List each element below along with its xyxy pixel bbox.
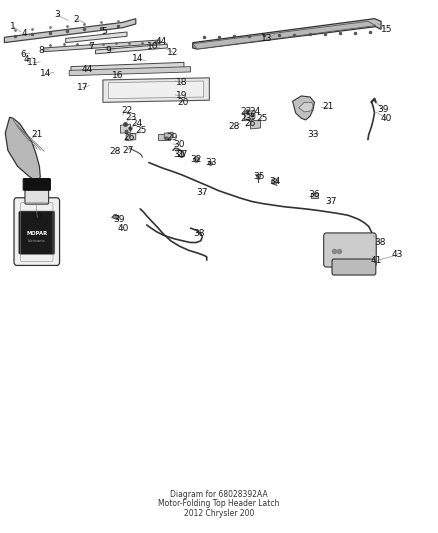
FancyBboxPatch shape [14, 198, 60, 265]
FancyBboxPatch shape [23, 179, 50, 190]
Polygon shape [69, 67, 191, 76]
Text: 15: 15 [381, 25, 392, 34]
Text: 18: 18 [176, 78, 187, 87]
Text: 44: 44 [81, 65, 92, 74]
Text: 10: 10 [147, 43, 158, 51]
Polygon shape [158, 134, 170, 140]
Text: 37: 37 [325, 197, 336, 206]
Text: 27: 27 [122, 146, 134, 155]
Text: 26: 26 [245, 119, 256, 128]
Text: 32: 32 [191, 156, 202, 164]
Text: 37: 37 [197, 189, 208, 197]
FancyBboxPatch shape [25, 186, 49, 204]
Text: 31: 31 [173, 150, 184, 159]
Text: 3: 3 [54, 11, 60, 19]
Polygon shape [44, 40, 160, 52]
Polygon shape [4, 19, 136, 43]
FancyBboxPatch shape [324, 233, 376, 267]
Polygon shape [120, 124, 131, 133]
Text: 42: 42 [32, 213, 43, 222]
Text: 28: 28 [229, 123, 240, 131]
Text: 33: 33 [307, 130, 319, 139]
Text: 14: 14 [40, 69, 52, 78]
Text: 44: 44 [155, 37, 167, 46]
Polygon shape [5, 117, 40, 182]
Polygon shape [112, 214, 119, 220]
Text: lubricants: lubricants [28, 239, 46, 243]
Text: 35: 35 [254, 173, 265, 181]
Text: 20: 20 [177, 98, 189, 107]
Text: 27: 27 [176, 150, 187, 159]
Text: 24: 24 [131, 119, 142, 128]
Text: Motor-Folding Top Header Latch: Motor-Folding Top Header Latch [158, 499, 280, 508]
Text: 29: 29 [166, 133, 177, 142]
Text: 41: 41 [370, 256, 381, 264]
Text: 36: 36 [309, 190, 320, 199]
Polygon shape [103, 78, 209, 102]
Text: 33: 33 [205, 158, 217, 167]
Text: 4: 4 [24, 55, 29, 64]
Text: 21: 21 [322, 102, 333, 111]
Text: 24: 24 [249, 108, 261, 116]
Polygon shape [299, 102, 313, 112]
Text: 22: 22 [121, 107, 133, 115]
Text: 34: 34 [269, 177, 281, 185]
Text: Diagram for 68028392AA: Diagram for 68028392AA [170, 490, 268, 499]
Text: 28: 28 [109, 148, 120, 156]
Text: 23: 23 [126, 113, 137, 122]
Text: 4: 4 [21, 29, 27, 37]
Text: MOPAR: MOPAR [26, 231, 47, 236]
Text: 43: 43 [392, 251, 403, 259]
Text: 1: 1 [10, 22, 16, 31]
Text: 39: 39 [113, 215, 125, 224]
Polygon shape [164, 132, 173, 139]
Text: 22: 22 [240, 108, 252, 116]
Polygon shape [109, 81, 204, 99]
Text: 23: 23 [240, 114, 252, 123]
Text: 2: 2 [74, 15, 79, 23]
FancyBboxPatch shape [332, 259, 376, 275]
Polygon shape [95, 44, 167, 54]
Text: 11: 11 [27, 59, 39, 67]
Text: 2012 Chrysler 200: 2012 Chrysler 200 [184, 509, 254, 518]
Text: 38: 38 [374, 238, 386, 247]
Polygon shape [293, 96, 314, 120]
Text: 17: 17 [77, 84, 88, 92]
Text: 40: 40 [381, 114, 392, 123]
FancyBboxPatch shape [19, 211, 55, 254]
Polygon shape [71, 62, 184, 75]
Polygon shape [311, 193, 318, 198]
Text: 7: 7 [88, 43, 94, 51]
Text: 26: 26 [124, 133, 135, 142]
Text: 38: 38 [194, 229, 205, 238]
Text: 21: 21 [32, 130, 43, 139]
Text: 30: 30 [173, 141, 184, 149]
Text: 40: 40 [118, 224, 129, 232]
Polygon shape [244, 110, 255, 120]
Polygon shape [251, 120, 261, 129]
Text: 6: 6 [20, 50, 26, 59]
Text: 14: 14 [132, 54, 144, 63]
Text: 12: 12 [167, 48, 179, 56]
Text: 8: 8 [39, 46, 45, 55]
Text: 13: 13 [261, 34, 272, 43]
Text: 25: 25 [256, 114, 268, 123]
Text: 19: 19 [176, 92, 187, 100]
Text: 9: 9 [106, 46, 112, 55]
Text: 5: 5 [101, 28, 107, 36]
Polygon shape [193, 21, 376, 49]
Text: 16: 16 [112, 71, 123, 80]
Polygon shape [193, 19, 381, 49]
Text: 25: 25 [135, 126, 147, 135]
Text: 39: 39 [378, 105, 389, 114]
Polygon shape [126, 133, 136, 141]
Polygon shape [66, 32, 127, 43]
